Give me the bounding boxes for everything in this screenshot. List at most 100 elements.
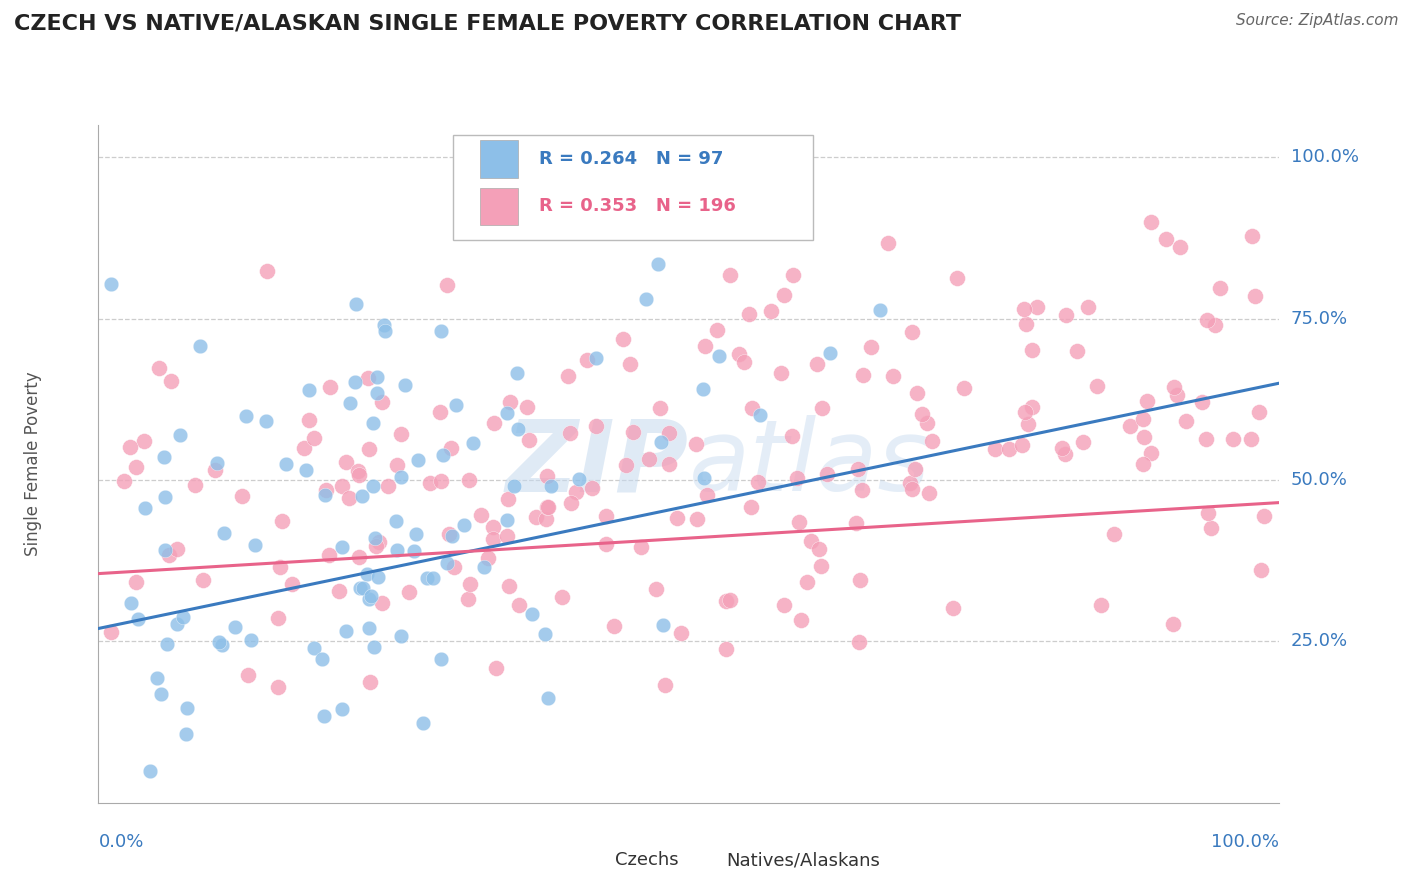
Point — [818, 345, 841, 359]
Point — [654, 678, 676, 692]
Text: 25.0%: 25.0% — [1291, 632, 1348, 650]
Point — [997, 442, 1019, 457]
Point — [385, 458, 408, 472]
Point — [759, 304, 782, 318]
Point — [127, 612, 149, 626]
Point — [389, 426, 412, 441]
Point — [810, 558, 832, 573]
Point — [482, 532, 505, 546]
Point — [406, 452, 429, 467]
Text: atlas: atlas — [689, 416, 931, 512]
Point — [1014, 405, 1036, 419]
Point — [585, 351, 607, 366]
Text: R = 0.353   N = 196: R = 0.353 N = 196 — [538, 197, 735, 215]
Point — [658, 457, 681, 471]
Point — [385, 514, 408, 528]
Bar — [576, 847, 603, 873]
Point — [984, 442, 1007, 457]
Point — [741, 401, 763, 415]
Point — [557, 369, 579, 384]
Point — [457, 592, 479, 607]
Point — [496, 491, 519, 506]
Point — [945, 271, 967, 285]
Point — [139, 764, 162, 778]
Point — [1194, 432, 1216, 446]
Point — [315, 483, 337, 497]
Point — [498, 579, 520, 593]
Point — [1021, 400, 1043, 414]
Point — [786, 471, 808, 485]
Point — [953, 381, 976, 395]
Point — [905, 386, 928, 401]
Point — [366, 385, 388, 400]
Point — [368, 534, 391, 549]
Point — [394, 378, 416, 392]
Point — [405, 527, 427, 541]
Point — [621, 425, 644, 439]
Point — [436, 557, 458, 571]
Point — [616, 458, 638, 472]
Point — [363, 479, 385, 493]
Point — [1174, 414, 1197, 428]
Point — [728, 347, 751, 361]
Point — [1250, 563, 1272, 577]
Point — [477, 551, 499, 566]
Point — [373, 318, 395, 332]
Bar — [479, 187, 517, 225]
Point — [205, 456, 228, 470]
Point — [585, 419, 607, 434]
Point — [747, 475, 769, 490]
Point — [1247, 405, 1270, 419]
Point — [536, 500, 558, 514]
Point — [1077, 300, 1099, 314]
Point — [436, 277, 458, 292]
Point — [440, 441, 463, 455]
Point — [145, 671, 167, 685]
Point — [1054, 308, 1077, 322]
Point — [172, 610, 194, 624]
Point — [852, 368, 875, 382]
Point — [800, 534, 823, 549]
Point — [851, 483, 873, 498]
Text: CZECH VS NATIVE/ALASKAN SINGLE FEMALE POVERTY CORRELATION CHART: CZECH VS NATIVE/ALASKAN SINGLE FEMALE PO… — [14, 13, 962, 33]
Point — [536, 469, 558, 483]
Point — [347, 464, 370, 478]
Text: 100.0%: 100.0% — [1212, 833, 1279, 851]
Point — [869, 302, 891, 317]
Text: 0.0%: 0.0% — [98, 833, 143, 851]
Point — [156, 637, 179, 651]
Text: ZIP: ZIP — [506, 416, 689, 512]
Point — [458, 577, 481, 591]
Point — [534, 511, 557, 525]
Text: Czechs: Czechs — [614, 852, 678, 870]
Point — [806, 357, 828, 371]
Point — [169, 428, 191, 442]
Point — [773, 598, 796, 612]
Point — [295, 463, 318, 477]
Point — [516, 401, 538, 415]
Point — [157, 548, 180, 562]
Point — [1017, 417, 1039, 431]
Point — [311, 652, 333, 666]
Point — [1054, 447, 1077, 461]
Point — [298, 412, 321, 426]
Point — [193, 573, 215, 587]
Point — [1166, 388, 1188, 402]
Point — [647, 256, 669, 270]
Point — [155, 542, 177, 557]
Point — [882, 369, 904, 384]
Point — [568, 471, 591, 485]
Point — [335, 624, 357, 639]
Point — [796, 574, 818, 589]
Point — [1140, 215, 1163, 229]
Point — [560, 496, 582, 510]
Point — [352, 489, 374, 503]
Point — [132, 434, 155, 449]
Point — [155, 491, 177, 505]
Point — [718, 268, 741, 283]
Point — [733, 355, 755, 369]
Point — [696, 488, 718, 502]
Point — [1163, 380, 1185, 394]
Point — [1132, 430, 1154, 444]
Point — [149, 687, 172, 701]
